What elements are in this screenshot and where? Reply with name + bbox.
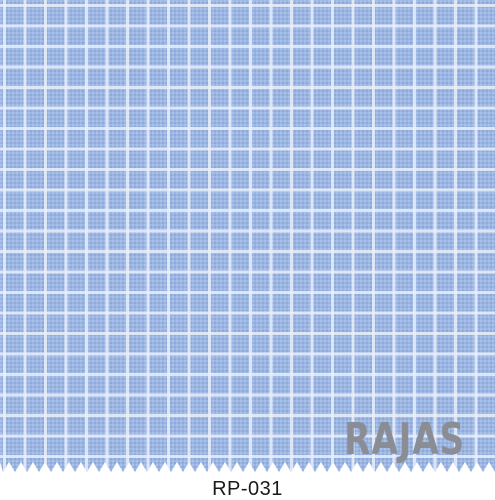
brand-logo: RAJAS bbox=[344, 414, 465, 465]
fabric-code: RP-031 bbox=[212, 478, 283, 500]
